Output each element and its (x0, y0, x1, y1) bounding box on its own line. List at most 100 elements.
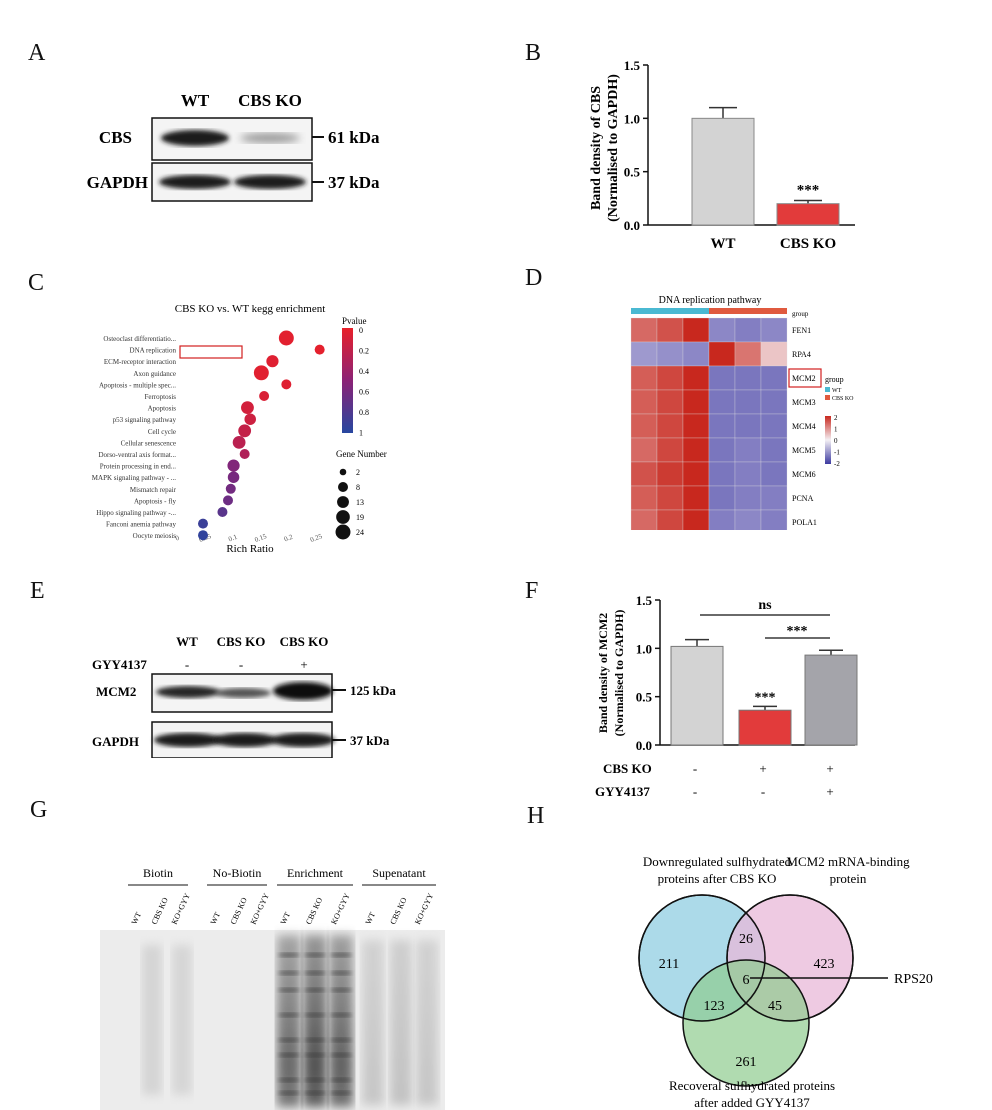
blot-a-size-gapdh: 37 kDa (328, 173, 380, 192)
c-ptick-0: 0 (359, 326, 363, 335)
d-group-label: group (792, 310, 809, 318)
d-cell-8-2 (682, 509, 710, 530)
g-band-7-0 (278, 1090, 300, 1096)
g-lane-3-0: WT (364, 911, 377, 926)
c-size-dot-0 (339, 468, 347, 476)
f-gyy-sign-2: - (761, 784, 765, 799)
h-set2-label-1: MCM2 mRNA-binding (786, 854, 910, 869)
panel-letter-f: F (525, 578, 539, 604)
g-band-4-0 (278, 1037, 300, 1043)
panel-letter-h: H (527, 803, 545, 829)
c-pvalue-title: Pvalue (342, 316, 367, 326)
c-term-4: Apoptosis - multiple spec... (99, 381, 176, 389)
d-row-8: POLA1 (792, 518, 817, 527)
d-cell-3-1 (656, 389, 684, 415)
d-cell-7-1 (656, 485, 684, 511)
b-xlabel-1: CBS KO (780, 236, 836, 252)
c-xlabel: Rich Ratio (226, 543, 274, 555)
f-bar-2 (804, 654, 858, 746)
d-cell-1-2 (682, 341, 710, 367)
d-cell-4-3 (708, 413, 736, 439)
d-highlight-box (788, 368, 822, 388)
g-band-3-0 (278, 1012, 300, 1018)
f-bar-0 (670, 645, 724, 746)
gel-smear-super-3 (416, 940, 438, 1105)
c-point-11 (227, 459, 240, 472)
d-cell-5-2 (682, 437, 710, 463)
d-cell-2-5 (760, 365, 788, 391)
blot-a-band-cbs-wt (161, 130, 229, 146)
c-size-dot-4 (335, 524, 351, 540)
g-band-5-0 (278, 1052, 300, 1058)
g-group-0: Biotin (143, 866, 173, 880)
g-band-2-0 (278, 987, 300, 993)
d-cell-1-1 (656, 341, 684, 367)
g-lane-2-1: CBS KO (304, 896, 324, 926)
c-point-13 (225, 483, 236, 494)
g-band-1-2 (330, 970, 352, 976)
b-bar-1 (776, 203, 840, 226)
panel-d-heatmap: DNA replication pathway group FEN1 RPA4 MC… (630, 295, 854, 530)
blot-e-sign-2: - (239, 657, 243, 672)
g-band-1-0 (278, 970, 300, 976)
g-group-1: No-Biotin (213, 866, 262, 880)
c-point-0 (278, 330, 294, 346)
h-n-12: 26 (739, 932, 753, 947)
h-set2-label-2: protein (830, 871, 867, 886)
blot-a-size-cbs: 61 kDa (328, 128, 380, 147)
blot-a-row-cbs: CBS (99, 128, 132, 147)
d-row-2: MCM2 (792, 374, 816, 383)
c-xtick-4: 0.2 (283, 533, 294, 544)
d-scale-tick-0: 2 (834, 414, 838, 422)
c-point-14 (223, 495, 233, 506)
d-cell-7-5 (760, 485, 788, 511)
d-cell-4-5 (760, 413, 788, 439)
g-band-0-2 (330, 952, 352, 958)
g-lane-3-1: CBS KO (388, 896, 408, 926)
d-cell-8-0 (630, 509, 658, 530)
panel-e-western-blot: WT CBS KO CBS KO GYY4137 - - + MCM2 125 … (92, 634, 396, 758)
c-term-11: Protein processing in end... (100, 463, 176, 471)
f-ytick-label-0: 0.0 (636, 738, 652, 753)
g-group-2: Enrichment (287, 866, 344, 880)
d-cell-4-4 (734, 413, 762, 439)
c-size-title: Gene Number (336, 449, 387, 459)
blot-e-sign-3: + (300, 657, 307, 672)
g-lane-0-0: WT (130, 911, 143, 926)
panel-letter-g: G (30, 797, 48, 823)
g-lane-0-1: CBS KO (150, 896, 170, 926)
blot-a-col-cbsko: CBS KO (238, 91, 302, 110)
f-cbsko-sign-1: - (693, 761, 697, 776)
c-point-5 (259, 391, 270, 401)
c-term-6: Apoptosis (148, 405, 177, 413)
c-term-8: Cell cycle (148, 428, 176, 436)
h-set1-label-2: proteins after CBS KO (658, 871, 777, 886)
gel-smear-biotin-2 (142, 945, 162, 1095)
d-cell-5-0 (630, 437, 658, 463)
d-cell-1-3 (708, 341, 736, 367)
c-term-14: Apoptosis - fly (134, 497, 177, 505)
d-cell-6-3 (708, 461, 736, 487)
c-term-3: Axon guidance (133, 370, 176, 378)
d-scale-bar (825, 416, 831, 464)
panel-a-western-blot: WT CBS KO CBS 61 kDa GAPDH 37 kDa (87, 91, 380, 202)
c-point-8 (238, 424, 252, 438)
d-cell-2-3 (708, 365, 736, 391)
c-title: CBS KO vs. WT kegg enrichment (175, 303, 326, 315)
panel-letter-a: A (28, 40, 46, 66)
g-band-4-2 (330, 1037, 352, 1043)
f-ytick-label-1: 0.5 (636, 690, 653, 705)
f-ytick-label-2: 1.0 (636, 641, 652, 656)
b-ytick-label-0: 0.0 (624, 218, 640, 233)
c-size-dot-3 (336, 510, 350, 524)
g-band-2-2 (330, 987, 352, 993)
d-cell-0-2 (682, 317, 710, 343)
d-cell-5-4 (734, 437, 762, 463)
blot-e-treatment-label: GYY4137 (92, 657, 147, 672)
blot-e-band-mcm2-1 (156, 686, 220, 698)
c-point-16 (198, 518, 208, 529)
c-pvalue-colorbar (342, 328, 353, 433)
d-cell-1-4 (734, 341, 762, 367)
c-point-9 (232, 436, 246, 449)
c-ptick-5: 1 (359, 429, 363, 438)
